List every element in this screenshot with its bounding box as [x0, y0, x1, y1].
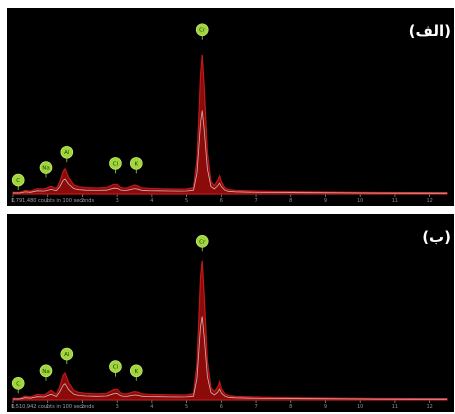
svg-text:Cr: Cr [199, 239, 206, 245]
peak-label-cr: Cr [195, 235, 209, 252]
x-tick-label: 0 [11, 198, 14, 204]
peak-label-al: Al [60, 145, 74, 163]
x-tick-label: 9 [324, 404, 327, 410]
overlay-spectrum-line [13, 110, 447, 194]
panel-label-a: (الف) [408, 22, 451, 40]
svg-text:C: C [16, 381, 20, 387]
svg-text:K: K [134, 161, 138, 167]
x-tick-label: 8 [289, 404, 292, 410]
svg-text:Al: Al [64, 352, 70, 358]
x-tick-label: 1 [46, 404, 49, 410]
spectrum-area [12, 54, 448, 195]
x-tick-label: 6 [220, 404, 223, 410]
peak-label-c: C [11, 173, 25, 191]
x-tick-label: 7 [254, 198, 257, 204]
peak-label-k: K [129, 157, 143, 174]
svg-text:Al: Al [64, 150, 70, 156]
svg-text:Cr: Cr [199, 28, 206, 34]
x-tick-label: 1 [46, 198, 49, 204]
x-tick-label: 10 [357, 404, 363, 410]
svg-text:Na: Na [42, 166, 50, 172]
peak-label-c: C [11, 376, 25, 394]
svg-text:Na: Na [42, 369, 50, 375]
peak-label-cl: Cl [109, 360, 122, 377]
x-tick-label: 10 [357, 198, 363, 204]
x-tick-label: 7 [254, 404, 257, 410]
peak-label-na: Na [39, 364, 53, 381]
x-tick-label: 5 [185, 198, 188, 204]
peak-label-cl: Cl [109, 157, 122, 174]
spectrum-panel-b: 0 1 2 3 4 5 6 7 8 9 10 11 12 C Na Al Cl K Cr (ب) 1,510,942… [7, 214, 454, 412]
x-tick-label: 5 [185, 404, 188, 410]
x-tick-label: 2 [81, 404, 84, 410]
x-tick-label: 3 [116, 404, 119, 410]
svg-text:Cl: Cl [113, 365, 119, 371]
x-tick-label: 6 [220, 198, 223, 204]
x-tick-label: 4 [150, 198, 153, 204]
x-tick-label: 2 [81, 198, 84, 204]
peak-label-cr: Cr [195, 23, 209, 40]
svg-text:Cl: Cl [113, 161, 119, 167]
svg-text:C: C [16, 178, 20, 184]
peak-label-k: K [129, 364, 143, 381]
spectrum-area [12, 260, 448, 401]
x-tick-label: 12 [426, 404, 432, 410]
x-tick-label: 9 [324, 198, 327, 204]
x-tick-label: 4 [150, 404, 153, 410]
panel-label-b: (ب) [422, 228, 451, 246]
x-tick-label: 0 [11, 404, 14, 410]
peak-label-na: Na [39, 161, 53, 178]
counts-text-a: 1,791,480 counts in 100 seconds [11, 198, 95, 204]
peak-label-al: Al [60, 347, 74, 365]
x-tick-label: 3 [116, 198, 119, 204]
overlay-spectrum-line [13, 316, 447, 400]
x-tick-label: 12 [426, 198, 432, 204]
counts-text-b: 1,510,942 counts in 100 seconds [11, 404, 95, 410]
x-tick-label: 11 [392, 198, 398, 204]
spectrum-panel-a: 0 1 2 3 4 5 6 7 8 9 10 11 12 C Na Al Cl K Cr (الف) 1,791,4… [7, 8, 454, 206]
x-tick-label: 8 [289, 198, 292, 204]
x-tick-label: 11 [392, 404, 398, 410]
svg-text:K: K [134, 369, 138, 375]
